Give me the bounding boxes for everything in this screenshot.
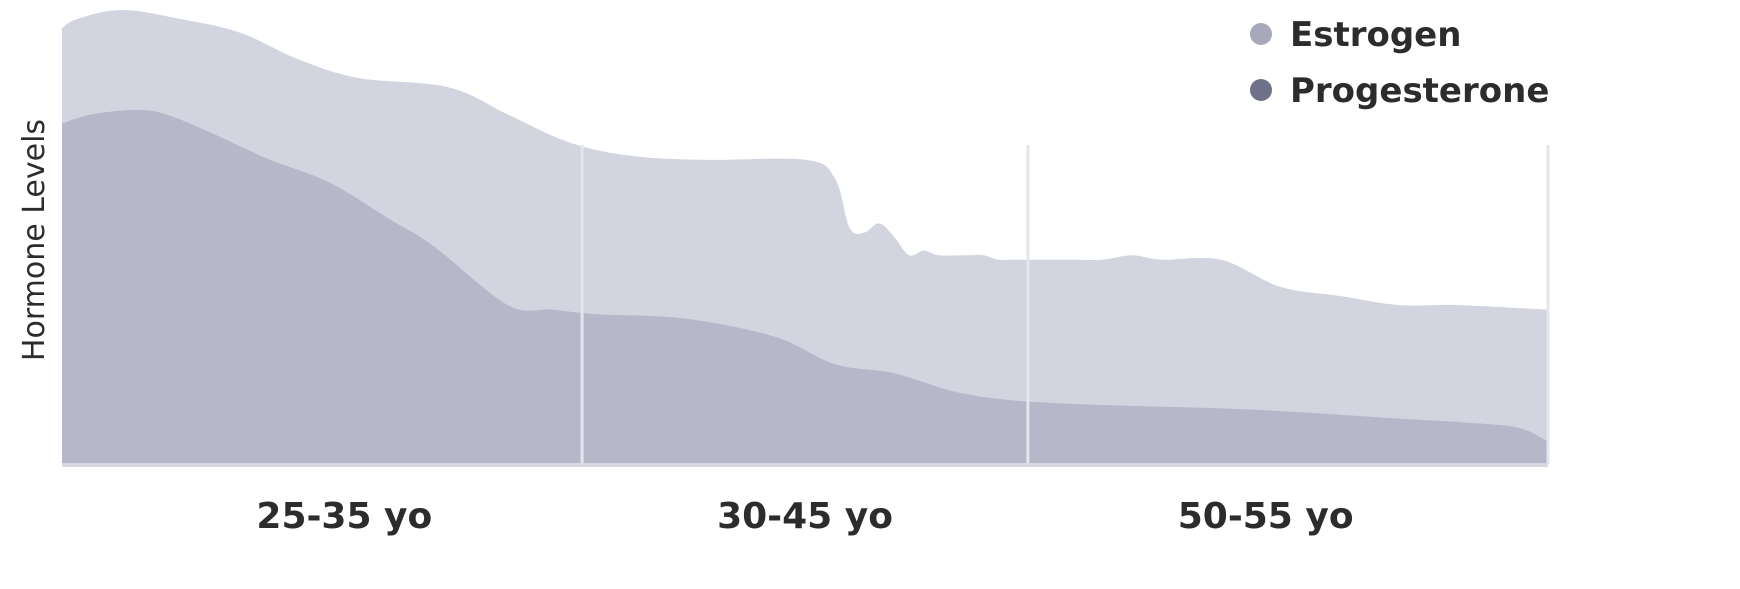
y-axis-title: Hormone Levels <box>17 119 52 361</box>
area-progesterone <box>62 109 1548 465</box>
x-axis-tick-labels: 25-35 yo 30-45 yo 50-55 yo <box>256 496 1353 537</box>
legend-swatch <box>1250 79 1272 101</box>
legend: Estrogen Progesterone <box>1250 15 1549 111</box>
plot-areas <box>62 10 1548 465</box>
legend-label: Estrogen <box>1290 15 1461 55</box>
x-tick-label: 25-35 yo <box>256 496 432 537</box>
legend-item-estrogen: Estrogen <box>1250 15 1461 55</box>
legend-item-progesterone: Progesterone <box>1250 71 1549 111</box>
x-tick-label: 30-45 yo <box>717 496 893 537</box>
x-tick-label: 50-55 yo <box>1178 496 1354 537</box>
age-dividers <box>580 145 1550 464</box>
legend-label: Progesterone <box>1290 71 1549 111</box>
legend-swatch <box>1250 23 1272 45</box>
